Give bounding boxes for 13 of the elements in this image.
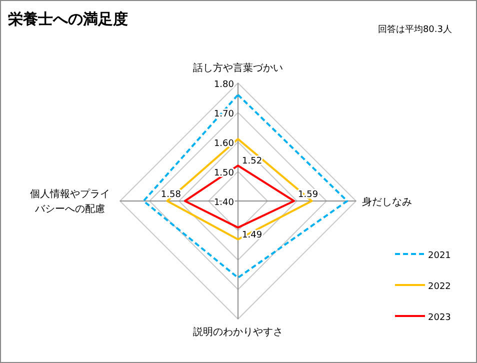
data-label: 1.49 [242, 230, 262, 241]
legend-label: 2023 [428, 313, 451, 323]
spoke-label: 説明のわかりやすさ [193, 326, 283, 338]
text: 回答は平均80.3人 [378, 24, 452, 35]
chart-title: 栄養士への満足度 [8, 10, 128, 28]
y-tick-label: 1.40 [214, 198, 234, 208]
spoke-label: 話し方や言葉づかい [193, 62, 283, 74]
y-tick-label: 1.80 [214, 80, 234, 90]
spoke-label: 個人情報やプライバシーへの配慮 [30, 188, 110, 215]
legend-label: 2022 [428, 282, 451, 292]
legend-label: 2021 [428, 251, 451, 261]
spoke-label: 身だしなみ [362, 196, 412, 208]
data-label: 1.52 [242, 156, 262, 167]
